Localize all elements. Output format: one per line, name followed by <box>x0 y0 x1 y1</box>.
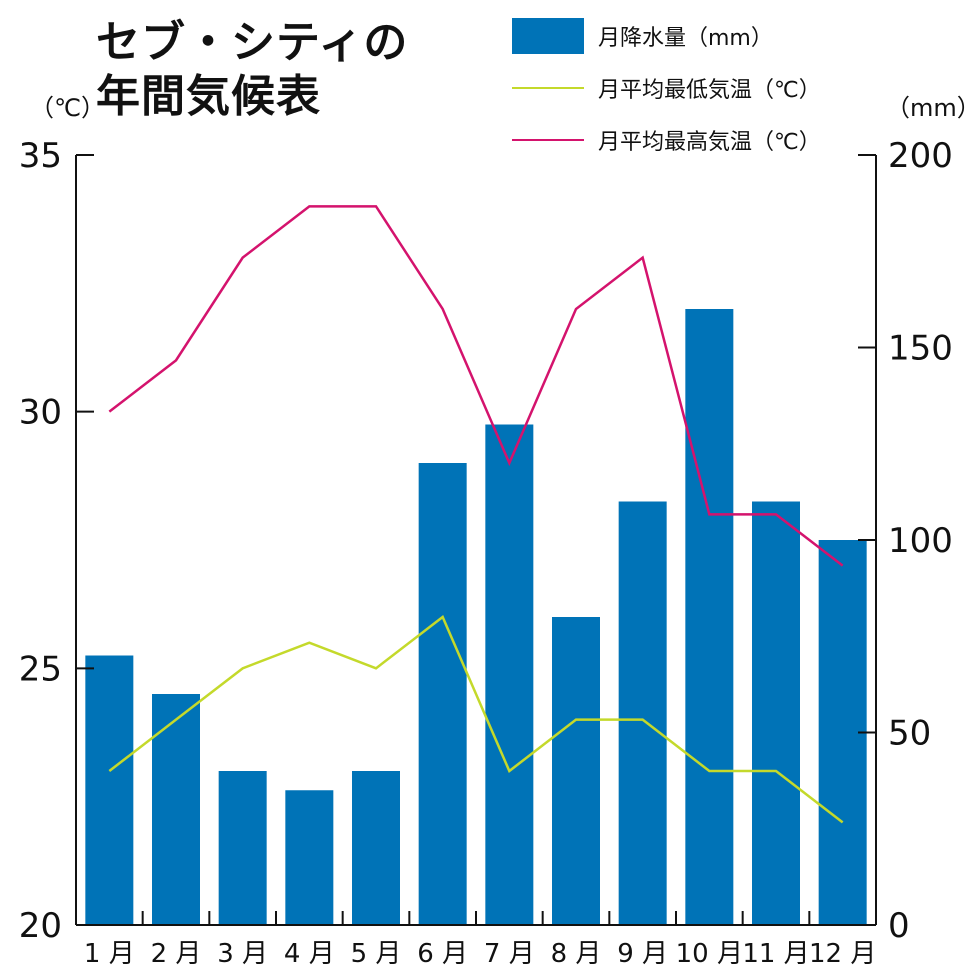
left-tick-label-25: 25 <box>19 649 62 689</box>
max-temp-line <box>108 205 844 567</box>
left-tick-label-35: 35 <box>19 136 62 176</box>
month-label-6: 6 月 <box>417 939 468 969</box>
left-tick-label-30: 30 <box>19 393 62 433</box>
min-temp-line <box>108 615 844 824</box>
precipitation-bar-1 <box>85 655 134 925</box>
right-tick-label-50: 50 <box>888 714 931 754</box>
legend: 月降水量（mm） 月平均最低気温（℃） 月平均最高気温（℃） <box>512 10 821 166</box>
precipitation-bar-9 <box>618 501 667 925</box>
legend-swatch-precipitation <box>512 18 584 54</box>
legend-item-min-temp: 月平均最低気温（℃） <box>512 62 821 114</box>
month-label-9: 9 月 <box>617 939 668 969</box>
right-axis-unit: （mm） <box>886 94 980 122</box>
precipitation-bar-2 <box>152 694 200 925</box>
chart-title-line1: セブ・シティの <box>96 17 409 68</box>
month-label-2: 2 月 <box>151 939 202 969</box>
left-tick-label-20: 20 <box>19 906 62 946</box>
month-label-12: 12 月 <box>809 939 876 969</box>
axis-labels: 20 25 30 35 0 50 100 150 200 1 月 2 月 3 月 4 月 5 月 6 月 7 … <box>19 136 953 969</box>
precipitation-bar-3 <box>218 771 267 925</box>
month-label-5: 5 月 <box>351 939 402 969</box>
month-label-10: 10 月 <box>676 939 743 969</box>
legend-swatch-min-temp <box>512 87 584 89</box>
precipitation-bar-10 <box>685 309 734 925</box>
right-tick-label-0: 0 <box>888 906 910 946</box>
right-tick-label-200: 200 <box>888 136 953 176</box>
precipitation-bars <box>85 309 867 925</box>
legend-swatch-max-temp <box>512 139 584 141</box>
left-axis-unit: （℃） <box>30 94 105 122</box>
legend-label-max-temp: 月平均最高気温（℃） <box>598 130 821 155</box>
chart-title-line2: 年間気候表 <box>96 71 321 122</box>
legend-label-min-temp: 月平均最低気温（℃） <box>598 78 821 103</box>
precipitation-bar-5 <box>352 771 400 925</box>
month-label-4: 4 月 <box>284 939 335 969</box>
axes <box>75 154 877 926</box>
right-tick-label-100: 100 <box>888 521 953 561</box>
month-label-3: 3 月 <box>217 939 268 969</box>
legend-item-max-temp: 月平均最高気温（℃） <box>512 114 821 166</box>
right-tick-label-150: 150 <box>888 329 953 369</box>
temperature-lines <box>108 205 844 824</box>
precipitation-bar-11 <box>752 501 800 925</box>
chart-title: セブ・シティの 年間気候表 <box>96 16 408 124</box>
precipitation-bar-7 <box>485 424 534 925</box>
precipitation-bar-8 <box>552 617 600 925</box>
month-label-8: 8 月 <box>551 939 602 969</box>
precipitation-bar-6 <box>418 463 467 925</box>
month-label-1: 1 月 <box>84 939 135 969</box>
legend-item-precipitation: 月降水量（mm） <box>512 10 821 62</box>
legend-label-precipitation: 月降水量（mm） <box>598 26 773 51</box>
precipitation-bar-4 <box>285 790 334 925</box>
month-label-11: 11 月 <box>742 939 809 969</box>
month-label-7: 7 月 <box>484 939 535 969</box>
